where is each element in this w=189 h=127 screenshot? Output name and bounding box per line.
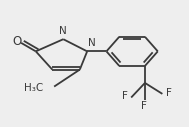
Text: F: F (141, 101, 147, 111)
Text: O: O (12, 35, 21, 48)
Text: F: F (122, 91, 128, 101)
Text: N: N (59, 26, 67, 36)
Text: F: F (166, 88, 172, 98)
Text: N: N (88, 38, 96, 48)
Text: H₃C: H₃C (24, 83, 43, 93)
